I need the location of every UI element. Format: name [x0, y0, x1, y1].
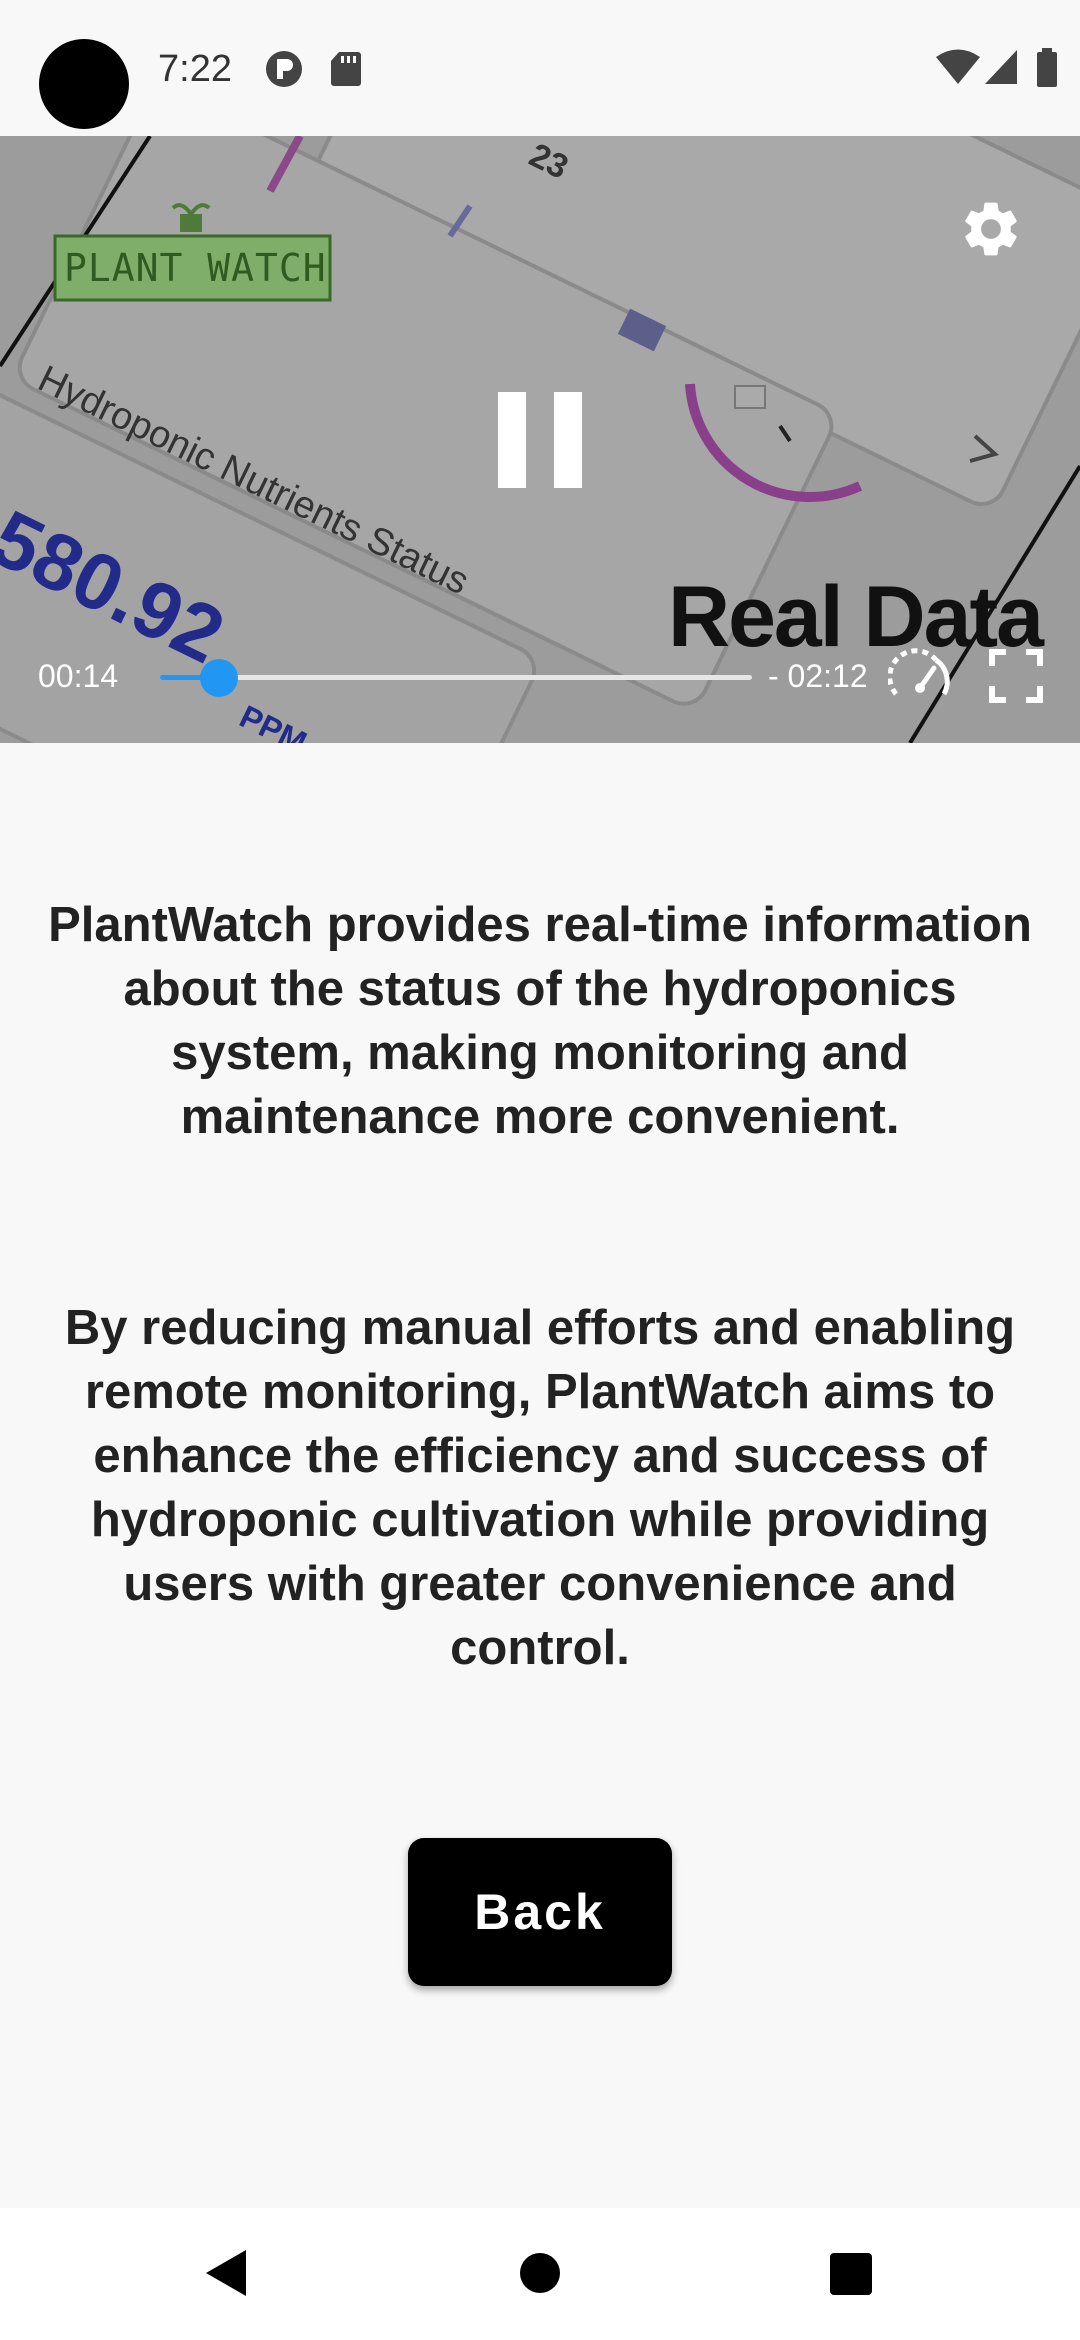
gear-icon[interactable]: [958, 196, 1024, 262]
seek-bar[interactable]: [160, 659, 752, 697]
fullscreen-icon[interactable]: [988, 648, 1044, 704]
video-player[interactable]: PLANT WATCH Hydroponic Nutrients Status …: [0, 136, 1080, 743]
status-bar: 7:22: [0, 0, 1080, 136]
description-paragraph-2: By reducing manual efforts and enabling …: [64, 1301, 1016, 1675]
battery-icon: [1037, 48, 1057, 87]
pause-icon[interactable]: [490, 384, 590, 494]
seek-bar-played: [160, 675, 220, 680]
remaining-time: - 02:12: [768, 658, 868, 694]
frame-overlay-title: Real Data: [668, 569, 1044, 665]
frame-brand-text: PLANT WATCH: [64, 246, 327, 290]
speed-icon[interactable]: [888, 644, 952, 708]
back-button[interactable]: Back: [408, 1838, 672, 1986]
camera-cutout: [39, 39, 129, 129]
back-triangle-icon[interactable]: [190, 2238, 260, 2308]
notification-p-icon: [266, 51, 302, 87]
cell-signal-icon: [985, 50, 1017, 84]
video-frame: [0, 136, 1080, 743]
home-circle-icon[interactable]: [505, 2238, 575, 2308]
status-time: 7:22: [158, 48, 232, 90]
sd-card-icon: [331, 52, 361, 86]
wifi-icon: [936, 49, 980, 84]
current-time: 00:14: [38, 658, 119, 694]
description-paragraph-1: PlantWatch provides real-time informatio…: [48, 898, 1032, 1144]
navigation-bar: [0, 2208, 1080, 2340]
seek-bar-thumb[interactable]: [200, 659, 239, 697]
recents-square-icon[interactable]: [815, 2238, 885, 2308]
